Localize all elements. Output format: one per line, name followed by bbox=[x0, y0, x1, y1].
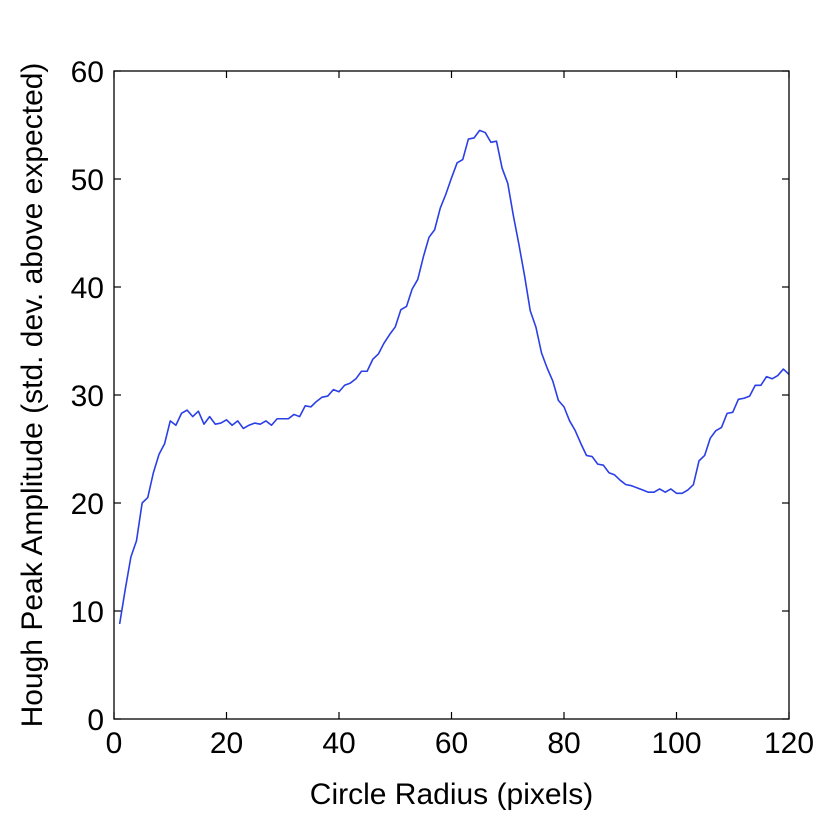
y-tick-label: 20 bbox=[71, 488, 104, 521]
data-line bbox=[118, 129, 790, 625]
x-tick-label: 0 bbox=[106, 727, 123, 760]
plot-frame bbox=[113, 70, 790, 720]
y-axis-title: Hough Peak Amplitude (std. dev. above ex… bbox=[16, 63, 49, 728]
x-tick-label: 40 bbox=[322, 727, 355, 760]
x-tick-label: 20 bbox=[210, 727, 243, 760]
y-tick-label: 50 bbox=[71, 164, 104, 197]
y-tick-label: 10 bbox=[71, 596, 104, 629]
x-tick-label: 60 bbox=[435, 727, 468, 760]
x-tick-label: 80 bbox=[547, 727, 580, 760]
y-tick-label: 40 bbox=[71, 272, 104, 305]
x-tick-label: 120 bbox=[764, 727, 814, 760]
plot-area bbox=[114, 71, 789, 719]
y-tick-label: 60 bbox=[71, 56, 104, 89]
tick-labels: 0 20 40 60 80 100 120 0 10 20 30 40 50 60 bbox=[71, 56, 814, 760]
x-axis-title: Circle Radius (pixels) bbox=[310, 778, 593, 811]
x-tick-label: 100 bbox=[651, 727, 701, 760]
y-tick-label: 0 bbox=[87, 704, 104, 737]
y-tick-label: 30 bbox=[71, 380, 104, 413]
